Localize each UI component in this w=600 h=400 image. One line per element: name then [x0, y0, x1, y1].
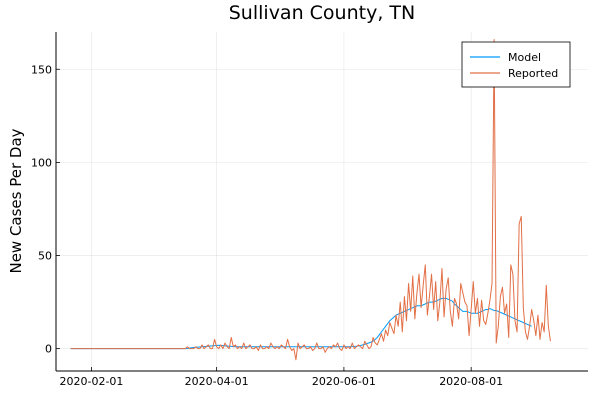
legend-label-reported: Reported	[508, 67, 558, 80]
legend-box	[461, 41, 571, 88]
x-tick-label: 2020-02-01	[59, 375, 123, 388]
x-tick-label: 2020-08-01	[439, 375, 503, 388]
series-layer	[70, 38, 551, 361]
y-tick-label: 0	[45, 343, 52, 356]
x-tick-label: 2020-04-01	[185, 375, 249, 388]
y-axis-label: New Cases Per Day	[7, 128, 25, 273]
ticks: 2020-02-01 2020-04-01 2020-06-01 2020-08-01…	[31, 63, 503, 388]
x-tick-label: 2020-06-01	[312, 375, 376, 388]
legend-label-model: Model	[508, 51, 541, 64]
chart-title: Sullivan County, TN	[229, 2, 415, 24]
y-tick-label: 100	[31, 156, 52, 169]
legend: Model Reported	[461, 41, 571, 88]
y-tick-label: 50	[38, 250, 52, 263]
series-line-reported	[70, 38, 551, 361]
y-tick-label: 150	[31, 63, 52, 76]
series-line-model	[70, 297, 532, 350]
axes	[55, 32, 588, 372]
